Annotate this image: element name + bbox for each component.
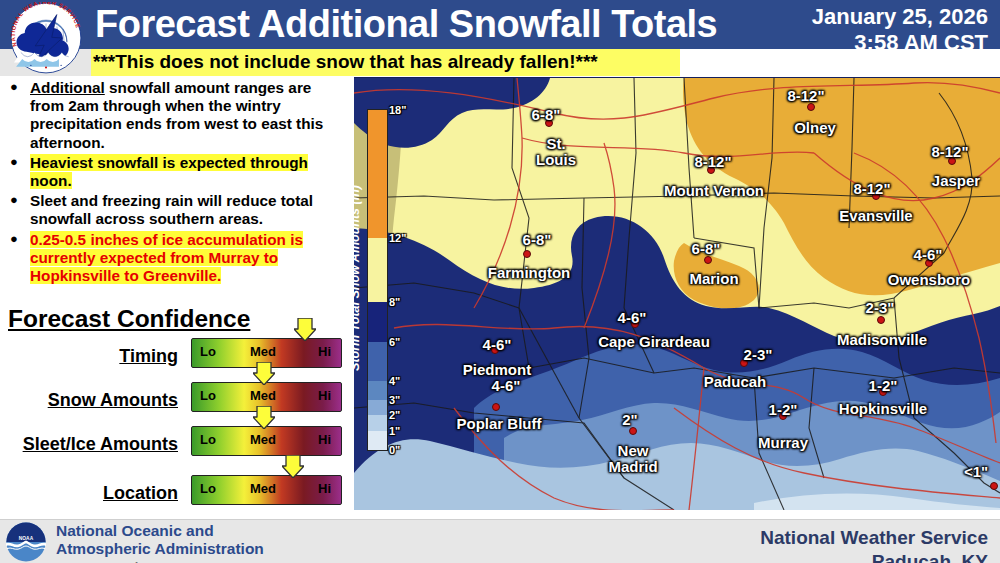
svg-text:NOAA: NOAA	[19, 536, 34, 541]
